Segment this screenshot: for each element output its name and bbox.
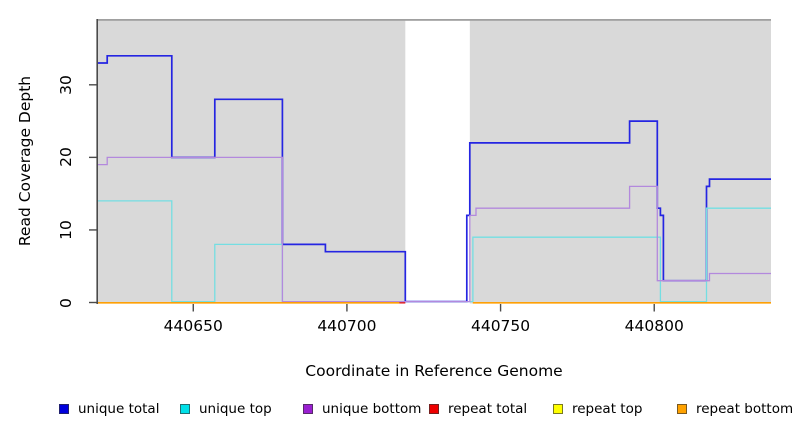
y-tick-label: 10: [57, 220, 75, 240]
legend-label: repeat top: [572, 401, 643, 417]
legend-item-repeat-bottom: repeat bottom: [677, 399, 792, 419]
legend: unique total unique top unique bottom repea…: [0, 399, 792, 423]
legend-swatch-icon: [59, 404, 69, 414]
legend-label: unique total: [78, 401, 160, 417]
series-line-unique-bottom: [98, 156, 771, 303]
y-axis-title: Read Coverage Depth: [16, 75, 34, 247]
legend-swatch-icon: [303, 404, 313, 414]
legend-item-unique-bottom: unique bottom: [303, 399, 421, 419]
x-tick-label: 440650: [163, 317, 223, 335]
legend-label: repeat total: [448, 401, 528, 417]
x-tick-label: 440700: [317, 317, 377, 335]
y-tick-label: 0: [57, 297, 75, 308]
legend-item-repeat-top: repeat top: [553, 399, 642, 419]
legend-label: unique top: [199, 401, 272, 417]
legend-swatch-icon: [429, 404, 439, 414]
shaded-region: [98, 19, 406, 304]
legend-swatch-icon: [180, 404, 190, 414]
legend-item-unique-top: unique top: [180, 399, 272, 419]
legend-swatch-icon: [553, 404, 563, 414]
legend-item-repeat-total: repeat total: [429, 399, 527, 419]
legend-label: repeat bottom: [696, 401, 792, 417]
x-tick-label: 440800: [624, 317, 684, 335]
y-tick-label: 20: [57, 147, 75, 168]
legend-label: unique bottom: [322, 401, 422, 417]
legend-item-unique-total: unique total: [59, 399, 159, 419]
x-axis-title: Coordinate in Reference Genome: [305, 362, 563, 380]
plot-top-border: [98, 19, 771, 21]
shaded-region: [469, 19, 771, 304]
legend-swatch-icon: [677, 404, 687, 414]
x-tick-label: 440750: [470, 317, 531, 335]
y-tick-label: 30: [57, 74, 75, 95]
